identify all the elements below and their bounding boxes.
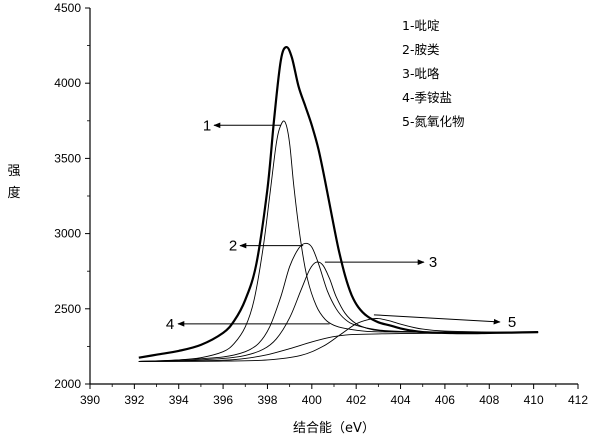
x-tick-label: 392: [124, 393, 144, 407]
series-line-component-5: [138, 318, 539, 362]
legend-entry: 4-季铵盐: [402, 90, 452, 105]
callout-label-2: 2: [229, 238, 237, 255]
x-tick-label: 404: [391, 393, 411, 407]
legend-entry: 1-吡啶: [402, 18, 440, 33]
x-tick-label: 396: [213, 393, 233, 407]
callout-arrow-5: [373, 314, 501, 325]
y-tick-label: 4000: [54, 76, 81, 90]
legend-entry: 2-胺类: [402, 42, 440, 57]
x-tick-label: 412: [568, 393, 588, 407]
callout-label-1: 1: [203, 117, 211, 134]
x-axis-title: 结合能（eV）: [293, 421, 375, 436]
series-line-component-1: [138, 120, 539, 362]
y-axis-title-char: 强: [7, 164, 20, 179]
x-tick-label: 394: [169, 393, 189, 407]
legend-entry: 3-吡咯: [402, 66, 440, 81]
series-lines: [138, 46, 539, 362]
y-tick-label: 3500: [54, 151, 81, 165]
plot-frame: [89, 8, 578, 385]
x-tick-label: 410: [524, 393, 544, 407]
x-tick-label: 406: [435, 393, 455, 407]
legend-entry: 5-氮氧化物: [402, 114, 464, 129]
axis-ticks: 390 392 394 396 398 400 402 404 406 408 410 4122000…: [54, 1, 588, 407]
x-tick-label: 390: [80, 393, 100, 407]
y-axis-title-char: 度: [7, 185, 20, 201]
x-tick-label: 402: [346, 393, 366, 407]
callouts: 1 2 3 4 5: [166, 117, 516, 333]
axis-titles: 结合能（eV） 强度: [7, 164, 374, 436]
series-line-envelope: [138, 46, 539, 359]
x-tick-label: 398: [257, 393, 277, 407]
y-tick-label: 2500: [54, 302, 81, 316]
y-tick-label: 3000: [54, 227, 81, 241]
legend: 1-吡啶 2-胺类 3-吡咯 4-季铵盐 5-氮氧化物: [402, 18, 464, 129]
x-tick-label: 408: [479, 393, 499, 407]
y-tick-label: 4500: [54, 1, 81, 15]
series-line-component-3: [138, 261, 539, 362]
y-tick-label: 2000: [54, 377, 81, 391]
callout-label-5: 5: [508, 314, 516, 331]
callout-label-4: 4: [166, 316, 174, 333]
callout-label-3: 3: [429, 254, 437, 271]
x-tick-label: 400: [302, 393, 322, 407]
series-line-component-4: [138, 332, 539, 362]
